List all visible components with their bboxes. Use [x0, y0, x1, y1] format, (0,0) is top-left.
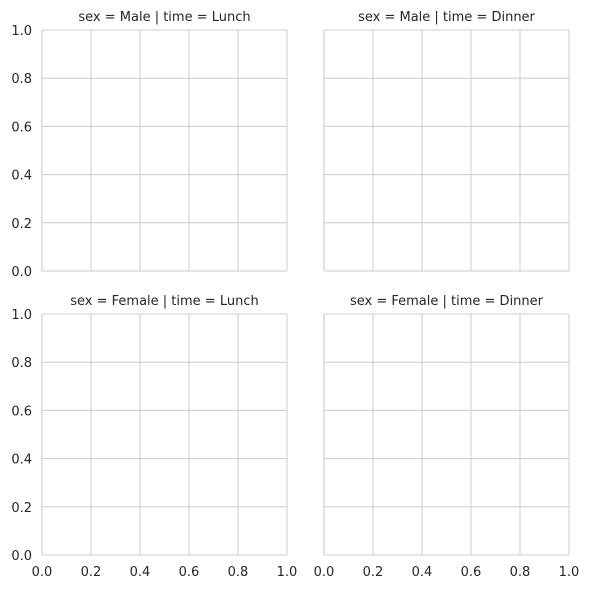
x-tick-label: 0.2 [81, 565, 102, 580]
y-tick-label: 0.2 [11, 217, 32, 232]
x-tick-label: 0.6 [179, 565, 200, 580]
x-tick-label: 1.0 [277, 565, 298, 580]
x-tick-label: 0.8 [228, 565, 249, 580]
x-tick-label: 0.4 [412, 565, 433, 580]
facet-title: sex = Male | time = Lunch [78, 10, 250, 25]
x-tick-label: 0.0 [32, 565, 53, 580]
y-tick-label: 0.6 [11, 120, 32, 135]
x-tick-label: 0.2 [363, 565, 384, 580]
y-tick-label: 0.4 [11, 169, 32, 184]
facet-title: sex = Male | time = Dinner [358, 10, 535, 25]
facet-panel: sex = Female | time = Dinner 0.0 0.2 0.4 0.6… [314, 294, 580, 580]
y-tick-label: 0.0 [11, 549, 32, 564]
y-tick-label: 1.0 [11, 308, 32, 323]
y-tick-label: 0.4 [11, 453, 32, 468]
y-tick-label: 1.0 [11, 24, 32, 39]
y-tick-label: 0.6 [11, 404, 32, 419]
x-tick-label: 0.8 [510, 565, 531, 580]
y-tick-label: 0.8 [11, 356, 32, 371]
y-tick-label: 0.2 [11, 501, 32, 516]
x-tick-label: 0.4 [130, 565, 151, 580]
x-tick-label: 0.6 [461, 565, 482, 580]
y-tick-label: 0.8 [11, 72, 32, 87]
y-tick-label: 0.0 [11, 265, 32, 280]
facet-title: sex = Female | time = Lunch [70, 294, 258, 309]
facet-panel: sex = Male | time = Dinner [323, 10, 570, 272]
facet-panel: sex = Female | time = Lunch 0.0 0.2 0.4 0.6 0… [11, 294, 297, 580]
facet-panel: sex = Male | time = Lunch 0.0 0.2 0.4 0.6 0.8… [11, 10, 288, 280]
x-tick-label: 1.0 [559, 565, 580, 580]
x-tick-label: 0.0 [314, 565, 335, 580]
facet-title: sex = Female | time = Dinner [350, 294, 544, 309]
